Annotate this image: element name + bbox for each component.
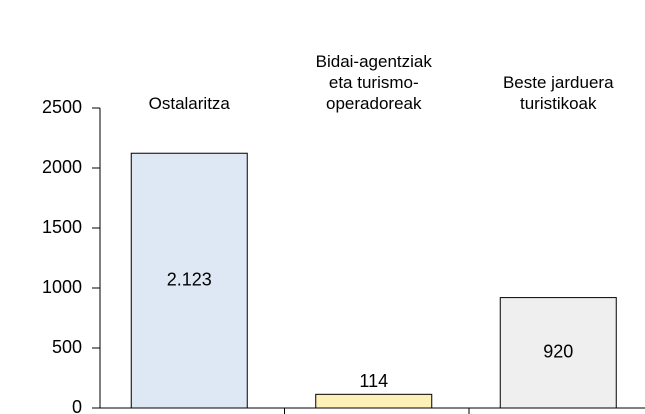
value-label: 114 bbox=[359, 371, 388, 391]
category-label: Beste jarduera turistikoak bbox=[502, 73, 614, 113]
value-label: 920 bbox=[543, 342, 573, 362]
category-label: Ostalaritza bbox=[148, 94, 230, 113]
y-tick-label: 2000 bbox=[42, 157, 82, 177]
y-tick-label: 0 bbox=[72, 397, 82, 414]
bar bbox=[315, 393, 433, 409]
category-label: Bidai-agentziak eta turismo- operadoreak bbox=[315, 52, 432, 113]
y-tick-label: 1500 bbox=[42, 217, 82, 237]
bar bbox=[130, 152, 248, 409]
y-tick-label: 500 bbox=[52, 337, 82, 357]
y-tick-label: 2500 bbox=[42, 97, 82, 117]
y-tick-label: 1000 bbox=[42, 277, 82, 297]
value-label: 2.123 bbox=[167, 269, 212, 289]
bar bbox=[499, 297, 617, 409]
